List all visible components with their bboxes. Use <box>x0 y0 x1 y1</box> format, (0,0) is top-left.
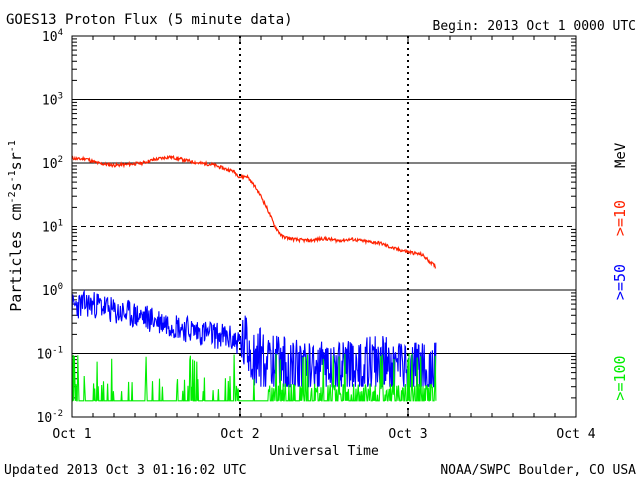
y-tick-label: 102 <box>42 155 63 172</box>
series-ge10-line <box>71 154 437 269</box>
x-tick-label: Oct 2 <box>220 427 259 442</box>
y-tick-label: 104 <box>42 28 63 45</box>
x-tick-label: Oct 4 <box>556 427 595 442</box>
x-tick-labels: Oct 1 Oct 2 Oct 3 Oct 4 <box>52 427 595 442</box>
series-ge100-line <box>72 353 437 402</box>
x-tick-label: Oct 1 <box>52 427 91 442</box>
credit-label: NOAA/SWPC Boulder, CO USA <box>440 463 636 478</box>
y-tick-label: 10-1 <box>37 346 64 363</box>
series-layer <box>71 154 437 402</box>
x-tick-label: Oct 3 <box>388 427 427 442</box>
y-tick-label: 101 <box>42 219 63 236</box>
y-tick-label: 100 <box>42 282 63 299</box>
begin-label: Begin: 2013 Oct 1 0000 UTC <box>433 19 637 34</box>
y-axis-label: Particles cm-2s-1sr-1 <box>7 140 25 312</box>
x-axis-label: Universal Time <box>269 444 379 459</box>
chart-title: GOES13 Proton Flux (5 minute data) <box>6 12 293 28</box>
y-tick-label: 103 <box>42 92 63 109</box>
y-tick-labels: 10-2 10-1 100 101 102 103 104 <box>37 28 64 426</box>
plot-frame <box>71 35 577 418</box>
legend-ge10: >=10 <box>611 200 629 236</box>
series-ge50-line <box>71 289 437 388</box>
updated-label: Updated 2013 Oct 3 01:16:02 UTC <box>4 463 247 478</box>
unit-label: MeV <box>613 142 629 168</box>
legend-ge100: >=100 <box>611 355 629 400</box>
legend-ge50: >=50 <box>611 264 629 300</box>
y-tick-label: 10-2 <box>37 409 64 426</box>
grid-layer <box>71 36 577 417</box>
